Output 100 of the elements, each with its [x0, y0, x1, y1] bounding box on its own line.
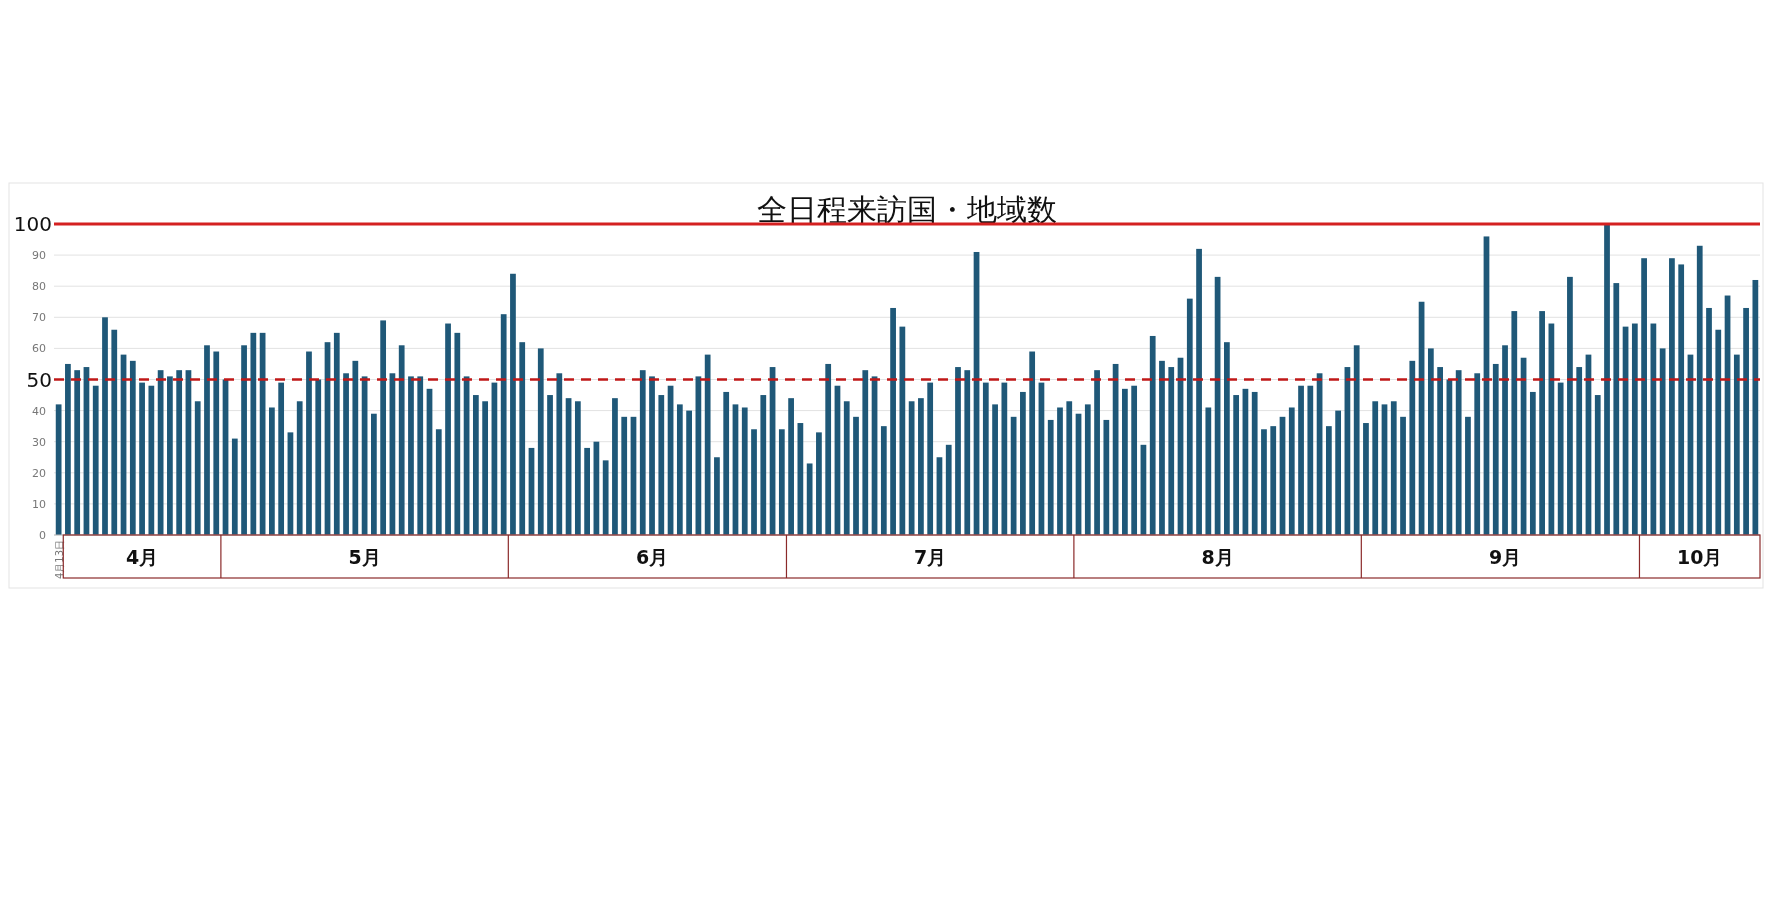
- bar: [1678, 264, 1685, 535]
- bar: [371, 413, 377, 535]
- bar: [510, 273, 516, 535]
- bar: [992, 404, 998, 535]
- y-tick-label: 30: [32, 435, 46, 449]
- bar: [945, 444, 952, 535]
- bar: [408, 376, 414, 535]
- bar: [1057, 407, 1063, 535]
- bar: [1325, 426, 1332, 535]
- bar: [788, 398, 794, 535]
- bar: [74, 370, 81, 535]
- bar: [204, 345, 210, 535]
- bar: [1706, 307, 1712, 535]
- bar: [1261, 429, 1267, 535]
- bar: [1020, 391, 1026, 535]
- bar: [65, 363, 71, 535]
- bar: [1251, 391, 1258, 535]
- bar: [843, 401, 850, 535]
- bar: [1659, 348, 1666, 535]
- y-tick-label: 80: [32, 280, 46, 294]
- bar: [853, 416, 859, 535]
- bar: [435, 429, 442, 535]
- bar: [1084, 404, 1091, 535]
- bar: [1131, 385, 1138, 535]
- bar: [1752, 279, 1759, 535]
- bar: [1455, 370, 1462, 535]
- bar: [751, 429, 757, 535]
- bar: [1427, 348, 1434, 535]
- bar: [778, 429, 785, 535]
- bar: [1715, 329, 1722, 535]
- bar: [102, 317, 108, 535]
- bar: [1604, 224, 1610, 535]
- bar: [723, 391, 730, 535]
- bar: [1539, 311, 1545, 535]
- bar: [918, 398, 924, 535]
- bar: [1196, 248, 1202, 535]
- bar: [964, 370, 971, 535]
- bar: [454, 332, 461, 535]
- ref-line-label: 50: [26, 367, 52, 392]
- y-tick-label: 20: [32, 466, 46, 480]
- bar: [92, 385, 99, 535]
- bar: [1733, 354, 1740, 535]
- bar: [639, 370, 646, 535]
- bar: [908, 401, 915, 535]
- bar: [927, 382, 934, 535]
- y-tick-label: 10: [32, 497, 46, 511]
- bar: [519, 342, 526, 535]
- bar: [1159, 360, 1165, 535]
- bar: [880, 426, 887, 535]
- bar: [704, 354, 711, 535]
- bar: [1557, 382, 1564, 535]
- bar: [1696, 245, 1703, 535]
- annotation: 4月13日: [53, 540, 65, 580]
- bar: [111, 329, 118, 535]
- bar: [955, 367, 961, 535]
- bar: [1669, 258, 1675, 535]
- bar: [760, 395, 767, 535]
- bar: [602, 460, 609, 535]
- bar: [574, 401, 581, 535]
- bar: [1409, 360, 1416, 535]
- x-tick-label: 7月: [914, 546, 947, 568]
- bar: [472, 395, 479, 535]
- bar: [1335, 410, 1342, 535]
- bar: [1363, 423, 1369, 535]
- ref-line-label: 100: [13, 212, 52, 236]
- x-tick-label: 5月: [348, 546, 381, 568]
- bar: [612, 398, 618, 535]
- bar: [148, 385, 155, 535]
- bar: [676, 404, 683, 535]
- bar: [1047, 419, 1054, 535]
- bar: [1594, 395, 1601, 535]
- bar: [213, 351, 220, 535]
- bar: [816, 432, 822, 535]
- bar: [825, 363, 832, 535]
- bar: [231, 438, 238, 535]
- bar: [1511, 311, 1518, 535]
- bar: [1743, 307, 1749, 535]
- bar: [1567, 276, 1573, 535]
- bar: [139, 382, 145, 535]
- bar: [398, 345, 405, 535]
- bar: [1390, 401, 1397, 535]
- x-tick-label: 8月: [1201, 546, 1234, 568]
- bar: [1186, 298, 1193, 535]
- bar: [194, 401, 201, 535]
- bar: [1576, 367, 1583, 535]
- bar: [417, 376, 424, 535]
- bar: [1233, 395, 1240, 535]
- bar: [1103, 419, 1110, 535]
- bar: [1001, 382, 1008, 535]
- bar: [380, 320, 387, 535]
- bar: [537, 348, 544, 535]
- bar: [352, 360, 359, 535]
- bar: [1492, 363, 1499, 535]
- bar: [315, 379, 322, 535]
- y-tick-label: 60: [32, 342, 46, 356]
- bar: [982, 382, 989, 535]
- bar: [1502, 345, 1508, 535]
- bar: [890, 307, 896, 535]
- y-tick-label: 0: [39, 529, 46, 542]
- y-tick-label: 40: [32, 404, 46, 418]
